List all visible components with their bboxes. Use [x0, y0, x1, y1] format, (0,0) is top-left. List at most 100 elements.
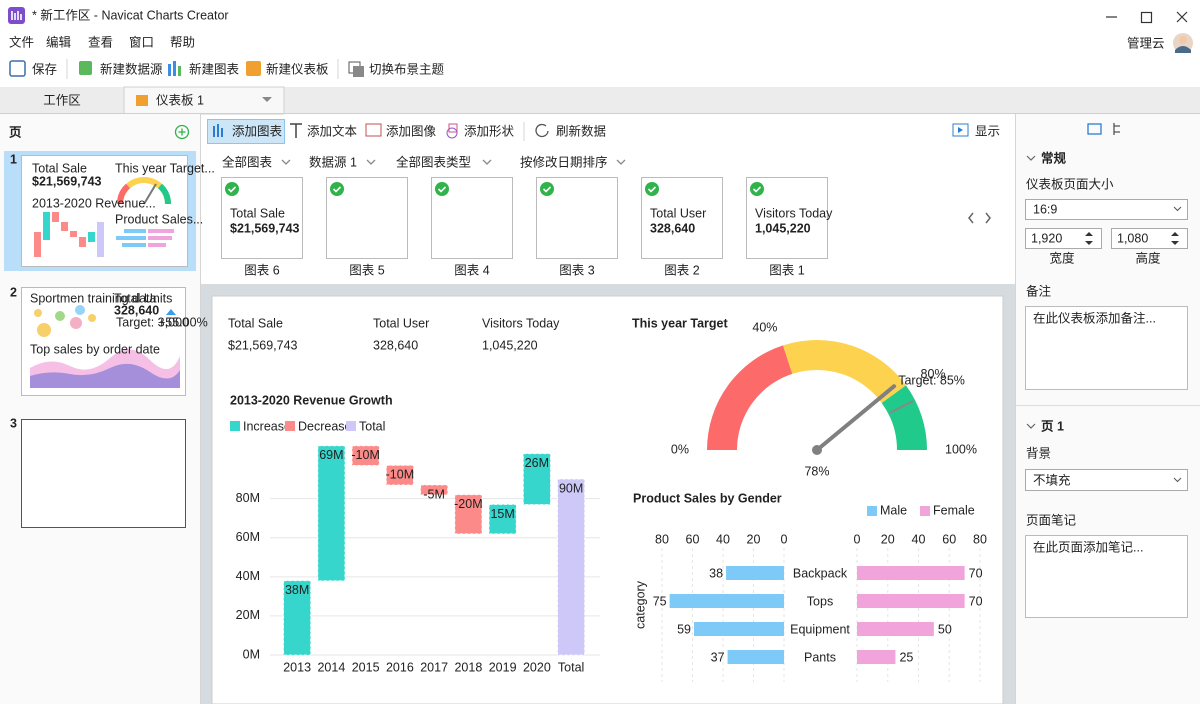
toolbar-button[interactable]: 新建仪表板	[266, 61, 329, 76]
bar-value-label: -5M	[423, 487, 445, 501]
bar	[488, 504, 517, 535]
x-tick-label: 20	[881, 532, 895, 546]
select-value: 不填充	[1033, 472, 1071, 487]
y-tick-label: 20M	[236, 608, 260, 622]
bar-value-label: 59	[677, 622, 691, 636]
add-page-button[interactable]	[174, 124, 190, 140]
tab[interactable]: 工作区	[43, 93, 81, 107]
menu-item[interactable]: 查看	[88, 35, 113, 49]
thumb-bar	[122, 243, 146, 247]
close-button[interactable]	[1176, 11, 1188, 23]
thumbnail-text: Target: 3,000	[116, 315, 189, 329]
notes-textarea[interactable]	[1025, 306, 1188, 390]
theme-icon	[353, 66, 364, 77]
thumb-bar	[116, 236, 146, 240]
background-select[interactable]	[1025, 469, 1188, 491]
width-input[interactable]	[1025, 228, 1102, 249]
canvas-tool[interactable]: 添加形状	[464, 124, 515, 138]
bar	[857, 650, 896, 664]
thumb-bar	[52, 212, 59, 222]
section-chevron[interactable]	[1026, 155, 1036, 429]
kpi-label: Total Sale	[228, 316, 283, 330]
bar	[420, 484, 449, 496]
page-notes-textarea[interactable]	[1025, 535, 1188, 618]
display-button[interactable]: 显示	[975, 124, 1000, 138]
active-tab[interactable]	[123, 86, 285, 115]
thumbnail-text: $21,569,743	[32, 174, 102, 188]
thumbnail-text: 328,640	[114, 303, 159, 317]
thumb-bubble	[75, 305, 85, 315]
thumb-bar	[88, 232, 95, 242]
properties-tab-icon[interactable]	[1087, 123, 1102, 135]
menu-item[interactable]: 窗口	[129, 35, 154, 49]
card-text: Visitors Today	[755, 206, 833, 220]
refresh-icon	[535, 123, 549, 138]
bar-value-label: 70	[969, 594, 983, 608]
toolbar-button[interactable]: 切换布景主题	[369, 62, 445, 76]
menu-item[interactable]: 编辑	[46, 34, 71, 49]
menu-item[interactable]: 帮助	[170, 35, 195, 49]
menu-item[interactable]: 文件	[9, 34, 34, 49]
canvas-tool[interactable]: 添加图表	[232, 124, 283, 138]
gauge-band	[881, 385, 927, 450]
thumb-bubble	[55, 311, 65, 321]
filter[interactable]: 全部图表类型	[396, 154, 471, 169]
filter[interactable]: 全部图表	[222, 154, 273, 169]
thumb-bar	[124, 229, 146, 233]
x-tick-label: 60	[942, 532, 956, 546]
maximize-button[interactable]	[1140, 11, 1153, 24]
x-tick-label: 60	[686, 532, 700, 546]
page-thumbnail[interactable]	[21, 419, 186, 528]
kpi-label: Visitors Today	[482, 316, 560, 330]
select-arrow	[1173, 206, 1182, 212]
tab[interactable]: 仪表板 1	[156, 93, 204, 107]
gauge-needle	[815, 384, 897, 452]
toolbar-button[interactable]: 新建数据源	[100, 61, 163, 76]
section-title[interactable]: 常规	[1041, 150, 1067, 165]
y-tick-label: 40M	[236, 569, 260, 583]
field-label: 宽度	[1049, 250, 1075, 265]
thumb-bubble	[88, 314, 96, 322]
page-thumbnail[interactable]	[21, 155, 188, 267]
gauge-value-label: 78%	[804, 464, 829, 478]
canvas-tool[interactable]: 添加文本	[307, 123, 358, 138]
toolbar-button[interactable]: 新建图表	[189, 61, 240, 76]
tab-dropdown[interactable]	[262, 97, 272, 102]
filter[interactable]: 数据源 1	[309, 154, 357, 169]
add-chart-icon	[213, 126, 215, 137]
page-size-select[interactable]	[1025, 199, 1188, 220]
card-pager[interactable]	[968, 212, 991, 224]
y-tick-label: 80M	[236, 491, 260, 505]
bar-value-label: 50	[938, 622, 952, 636]
add-chart-icon	[221, 128, 223, 137]
canvas-tool[interactable]: 添加图像	[386, 124, 437, 138]
thumb-gauge-needle	[143, 183, 157, 205]
field-label: 页面笔记	[1026, 512, 1077, 527]
x-tick-label: 40	[716, 532, 730, 546]
x-tick-label: 2017	[420, 660, 448, 674]
filter-chevron[interactable]	[281, 159, 626, 165]
filter[interactable]: 按修改日期排序	[520, 154, 608, 169]
check-glyph	[227, 186, 237, 193]
bar-value-label: -20M	[454, 497, 482, 511]
x-tick-label: 0	[781, 532, 788, 546]
thumbnail-text: Total Sale	[32, 161, 87, 175]
section-title[interactable]: 页 1	[1041, 419, 1064, 433]
new-dashboard-icon	[246, 61, 261, 76]
structure-tab-icon[interactable]	[1113, 123, 1120, 135]
bar-value-label: 70	[969, 566, 983, 580]
thumb-bar	[148, 229, 174, 233]
thumb-bar	[97, 222, 104, 257]
chart-title: Product Sales by Gender	[633, 491, 782, 505]
toolbar-button[interactable]: 保存	[32, 62, 57, 76]
thumb-bubble	[34, 309, 42, 317]
thumb-bar	[148, 243, 166, 247]
card-text: 1,045,220	[755, 221, 811, 235]
card-label: 图表 4	[454, 263, 489, 277]
height-input[interactable]	[1111, 228, 1188, 249]
check-badge	[645, 182, 659, 196]
x-tick-label: Total	[558, 660, 584, 674]
canvas-tool[interactable]: 刷新数据	[556, 123, 606, 138]
placeholder: 在此页面添加笔记...	[1033, 539, 1143, 554]
